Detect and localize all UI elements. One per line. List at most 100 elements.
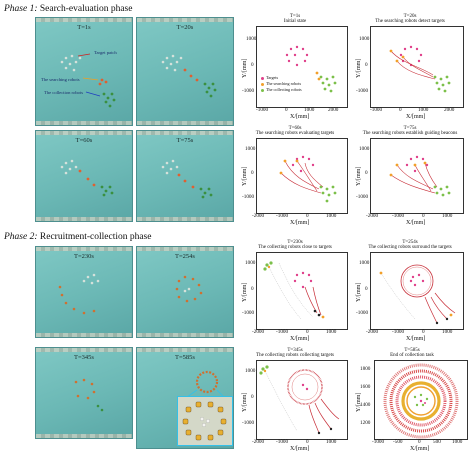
y-axis-title: Y/[mm]: [242, 392, 248, 412]
y-tick: 0: [251, 286, 254, 292]
x-axis-title: X/[mm]: [290, 220, 310, 226]
photo-panel-t230: T=230s: [35, 246, 133, 338]
x-tick: 500: [433, 439, 441, 445]
x-tick: -1000: [392, 329, 405, 335]
x-tick: 0: [285, 107, 288, 113]
plot-time: T=60s: [288, 126, 302, 131]
plot-caption: Initial state: [283, 19, 307, 24]
x-tick: 1000: [442, 329, 453, 335]
x-tick: 0: [422, 213, 425, 219]
y-tick: 0: [251, 170, 254, 176]
label-searching-robots: The searching robots: [41, 77, 80, 82]
y-tick: 1000: [359, 260, 370, 266]
plot-axes: [370, 252, 464, 330]
plot-caption: The searching robots evaluating targets: [255, 131, 335, 136]
x-tick: -1000: [370, 107, 383, 113]
plot-axes: Targets The searching robots The collect…: [256, 26, 348, 108]
label-target-patch: Target patch: [94, 50, 117, 55]
y-tick: 1000: [359, 146, 370, 152]
photo-time: T=230s: [74, 253, 94, 260]
legend-targets: Targets: [266, 75, 279, 80]
x-tick: -2000: [252, 439, 265, 445]
photo-scene: [58, 273, 100, 315]
plot-time: T=75s: [403, 126, 417, 131]
plot-caption: The collecting robots surround the targe…: [368, 245, 452, 250]
y-tick: -1000: [356, 88, 369, 94]
photo-time: T=1s: [77, 24, 91, 31]
y-axis-title: Y/[mm]: [242, 282, 248, 302]
y-tick: 1000: [245, 260, 256, 266]
plot-panel-t345: T=345s The collecting robots collecting …: [240, 348, 350, 454]
photo-scene: [161, 159, 213, 199]
photo-panel-t345: T=345s: [35, 347, 133, 439]
x-tick: 1000: [326, 329, 337, 335]
x-axis-title: X/[mm]: [410, 446, 430, 452]
photo-time: T=75s: [176, 137, 194, 144]
x-tick: 0: [306, 439, 309, 445]
photo-scene: [60, 53, 116, 108]
zoom-inset: [177, 396, 233, 446]
legend-searching: The searching robots: [266, 81, 302, 86]
photo-time: T=20s: [176, 24, 194, 31]
plot-axes: [256, 138, 348, 214]
plot-panel-t254: T=254s The collecting robots surround th…: [354, 240, 466, 344]
plot-marks: [259, 365, 340, 435]
plot-axes: [370, 26, 464, 108]
plot-marks: [279, 155, 337, 203]
plot-marks: [263, 261, 325, 320]
x-axis-title: X/[mm]: [406, 114, 426, 120]
y-axis-title: Y/[mm]: [356, 58, 362, 78]
x-tick: -1000: [276, 439, 289, 445]
x-tick: 1000: [442, 213, 453, 219]
x-tick: 2000: [328, 107, 339, 113]
y-tick: 1000: [246, 36, 257, 42]
x-tick: 2000: [444, 107, 455, 113]
plot-axes: [256, 252, 348, 330]
x-tick: -2000: [366, 329, 379, 335]
x-tick: 0: [422, 329, 425, 335]
plot-axes: [374, 360, 468, 440]
x-tick: 1000: [304, 107, 315, 113]
x-tick: 0: [399, 107, 402, 113]
y-tick: -1000: [242, 194, 255, 200]
plot-time: T=585s: [404, 348, 420, 353]
x-tick: -1000: [372, 439, 385, 445]
plot-caption: The searching robots establish guiding b…: [362, 131, 458, 136]
y-tick: 1000: [359, 36, 370, 42]
x-tick: 0: [418, 439, 421, 445]
label-collection-robots: The collection robots: [44, 90, 84, 95]
phase2-prefix: Phase 2:: [4, 232, 38, 242]
photo-panel-t20: T=20s: [136, 17, 234, 126]
photo-panel-t254: T=254s: [136, 246, 234, 338]
plot-caption: The collecting robots close to targets: [258, 245, 332, 250]
plot-marks: [379, 264, 456, 325]
x-tick: 1000: [326, 439, 337, 445]
y-tick: -1000: [356, 194, 369, 200]
x-tick: -2000: [252, 213, 265, 219]
y-tick: -1000: [242, 310, 255, 316]
x-tick: -1000: [276, 329, 289, 335]
plot-time: T=1s: [289, 14, 301, 19]
plot-legend: Targets The searching robots The collect…: [261, 75, 302, 93]
photo-scene: [74, 378, 104, 412]
photo-panel-t60: T=60s: [35, 130, 133, 222]
x-axis-title: X/[mm]: [406, 336, 426, 342]
phase1-heading: Phase 1: Search-evaluation phase: [4, 4, 132, 14]
y-tick: 0: [251, 394, 254, 400]
x-tick: 1000: [418, 107, 429, 113]
y-tick: 1600: [360, 384, 371, 390]
y-tick: 1400: [360, 402, 371, 408]
plot-marks: [389, 45, 451, 93]
phase1-prefix: Phase 1:: [4, 4, 38, 14]
photo-scene: [161, 54, 217, 98]
x-tick: -1000: [392, 213, 405, 219]
plot-caption: The collecting robots collecting targets: [256, 353, 334, 358]
y-tick: 0: [251, 62, 254, 68]
x-tick: -1000: [256, 107, 269, 113]
y-tick: 1200: [360, 420, 371, 426]
x-tick: 0: [306, 329, 309, 335]
photo-panel-t75: T=75s: [136, 130, 234, 222]
plot-time: T=345s: [287, 348, 303, 353]
x-tick: -1000: [276, 213, 289, 219]
photo-panel-t1: T=1s Target patch The searching robots T…: [35, 17, 133, 126]
